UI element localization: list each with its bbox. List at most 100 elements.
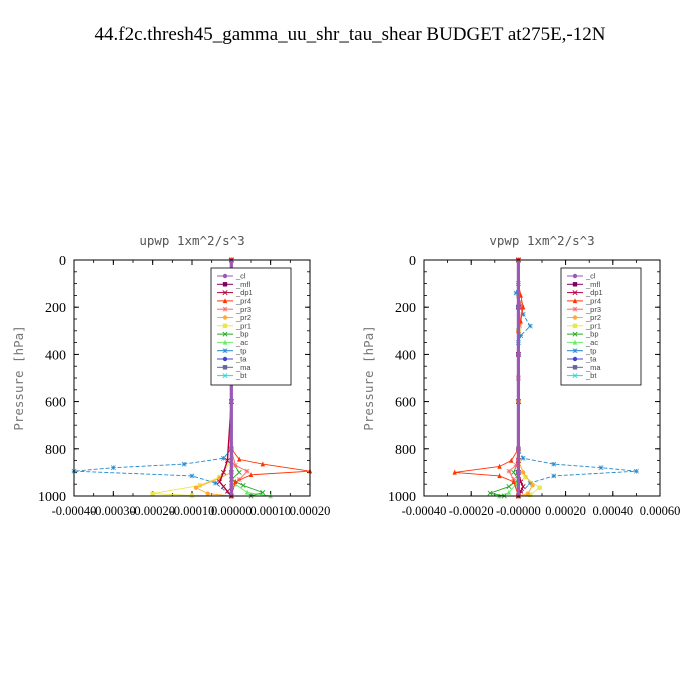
data-point (528, 492, 533, 498)
legend-marker (222, 373, 228, 379)
legend-entry: _bp (567, 330, 599, 339)
legend: _cl_mfl_dp1_pr4_pr3_pr2_pr1_bp_ac_tp_ta_… (210, 267, 292, 386)
legend-entry: _tp (217, 346, 246, 355)
legend-label: _mfl (235, 280, 251, 289)
x-tick-label: -0.00040 (402, 504, 447, 518)
series-line (515, 260, 637, 497)
data-point (520, 311, 526, 317)
legend-marker (572, 282, 578, 287)
y-tick-label: 400 (45, 348, 66, 363)
data-point (224, 458, 230, 464)
y-tick-label: 1000 (38, 490, 66, 505)
y-tick-label: 400 (395, 348, 416, 363)
data-point (220, 469, 226, 475)
legend-entry: _ta (567, 355, 597, 364)
data-point (537, 485, 542, 490)
legend-marker (222, 339, 228, 345)
data-point (518, 333, 524, 338)
data-point (220, 484, 226, 490)
data-point (527, 323, 533, 329)
legend-marker (572, 348, 578, 354)
legend-marker (222, 331, 228, 337)
legend-marker (572, 290, 578, 296)
y-axis-label: Pressure [hPa] (11, 325, 26, 430)
legend-entry: _pr4 (567, 297, 601, 306)
data-point (452, 469, 457, 475)
data-point (520, 455, 526, 461)
data-point (233, 479, 238, 485)
data-point (513, 290, 519, 296)
data-point (520, 304, 526, 310)
data-point (193, 485, 199, 490)
data-point (221, 455, 226, 461)
data-point (237, 456, 242, 462)
legend-label: _ma (585, 363, 601, 372)
x-tick-label: -0.00030 (91, 504, 136, 518)
legend-label: _dp1 (235, 288, 253, 297)
legend-marker (222, 306, 228, 312)
data-point (506, 489, 512, 495)
data-point (224, 488, 230, 494)
legend-entry: _bt (567, 371, 597, 380)
data-point (506, 468, 512, 474)
legend-entry: _pr3 (217, 305, 251, 314)
legend-entry: _ma (567, 363, 601, 372)
x-tick-label: 0.00000 (211, 504, 252, 518)
legend-entry: _ta (217, 355, 247, 364)
legend-label: _bt (235, 371, 247, 380)
legend-entry: _pr4 (217, 297, 251, 306)
legend-label: _ta (585, 355, 597, 364)
data-point (527, 480, 533, 486)
data-point (213, 480, 219, 486)
data-point (487, 490, 493, 496)
legend-label: _mfl (585, 280, 601, 289)
data-point (520, 484, 526, 490)
legend-entry: _pr2 (567, 313, 601, 322)
data-point (520, 470, 526, 475)
legend: _cl_mfl_dp1_pr4_pr3_pr2_pr1_bp_ac_tp_ta_… (560, 267, 642, 386)
x-tick-label: -0.00000 (496, 504, 541, 518)
x-tick-label: 0.00020 (545, 504, 586, 518)
legend-entry: _pr1 (217, 321, 251, 330)
panel-title: vpwp 1xm^2/s^3 (489, 233, 594, 248)
legend-label: _pr4 (235, 297, 251, 306)
legend-entry: _ac (217, 338, 248, 347)
legend-marker (222, 323, 228, 328)
y-tick-label: 200 (45, 301, 66, 316)
legend-entry: _pr2 (217, 313, 251, 322)
data-point (236, 477, 242, 482)
legend-marker (222, 348, 228, 354)
legend-label: _pr4 (585, 297, 601, 306)
data-point (506, 484, 512, 490)
legend-label: _pr2 (235, 313, 251, 322)
data-point (633, 468, 639, 474)
y-tick-label: 0 (409, 254, 416, 269)
data-point (511, 469, 517, 475)
y-tick-label: 600 (395, 396, 416, 411)
panel-vpwp: vpwp 1xm^2/s^3 Pressure [hPa] 0 200 400 600 80… (361, 233, 680, 518)
data-point (523, 474, 528, 480)
data-point (248, 471, 254, 477)
legend-label: _ta (235, 355, 247, 364)
legend-entry: _tp (567, 346, 596, 355)
data-point (511, 479, 516, 485)
y-tick-label: 0 (59, 254, 66, 269)
x-tick-label: -0.00040 (52, 504, 97, 518)
legend-entry: _bt (217, 371, 247, 380)
y-tick-label: 800 (395, 443, 416, 458)
y-axis-label: Pressure [hPa] (361, 325, 376, 430)
legend-entry: _mfl (217, 280, 251, 289)
data-point (217, 479, 223, 485)
data-point (244, 489, 250, 495)
legend-marker (572, 323, 578, 328)
data-point (551, 473, 557, 479)
legend-marker (222, 290, 228, 296)
legend-label: _pr3 (585, 305, 601, 314)
legend-entry: _cl (217, 272, 246, 281)
data-point (236, 469, 242, 475)
legend-label: _pr1 (585, 321, 601, 330)
legend-entry: _mfl (567, 280, 601, 289)
y-tick-label: 200 (395, 301, 416, 316)
legend-label: _ac (235, 338, 248, 347)
legend-label: _cl (235, 272, 246, 281)
